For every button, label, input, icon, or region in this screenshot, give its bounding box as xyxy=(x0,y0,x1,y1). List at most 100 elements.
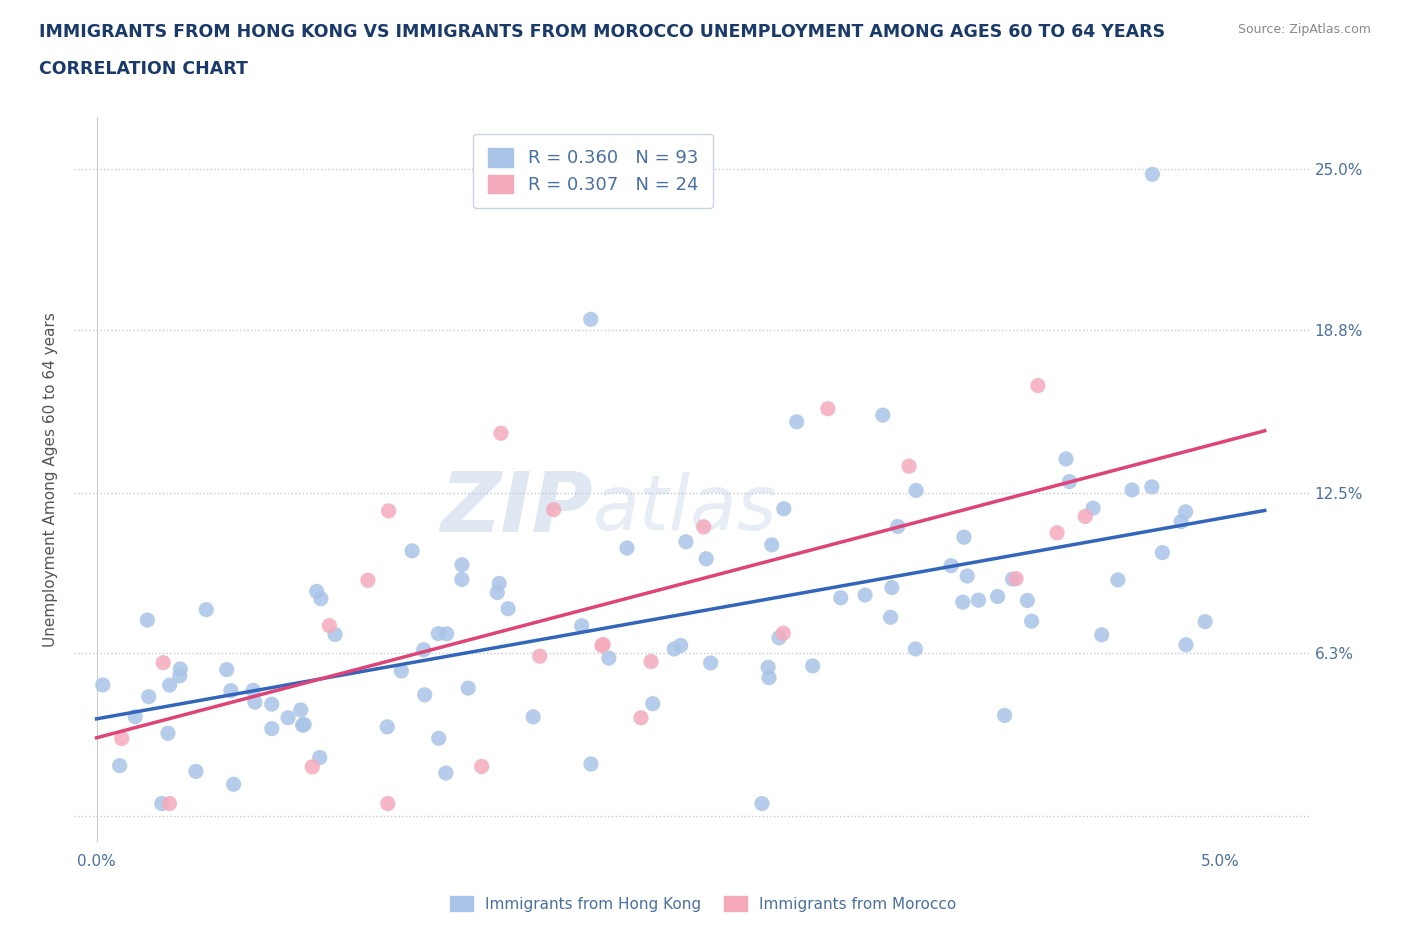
Point xyxy=(592,637,614,652)
Point xyxy=(830,591,852,605)
Point xyxy=(305,584,328,599)
Point xyxy=(630,711,652,725)
Text: CORRELATION CHART: CORRELATION CHART xyxy=(39,60,249,78)
Point xyxy=(412,643,434,658)
Point xyxy=(292,717,315,732)
Point xyxy=(427,626,450,641)
Point xyxy=(108,758,131,773)
Point xyxy=(91,677,114,692)
Point xyxy=(662,642,685,657)
Point xyxy=(451,557,474,572)
Point xyxy=(1091,628,1114,643)
Point xyxy=(772,626,794,641)
Point xyxy=(486,585,509,600)
Point xyxy=(389,664,412,679)
Point xyxy=(375,720,398,735)
Point xyxy=(1107,573,1129,588)
Point xyxy=(1059,474,1081,489)
Point xyxy=(1074,509,1097,524)
Point xyxy=(886,519,908,534)
Point xyxy=(1175,637,1198,652)
Point xyxy=(872,407,894,422)
Point xyxy=(1170,514,1192,529)
Point xyxy=(377,796,399,811)
Point xyxy=(880,580,903,595)
Point xyxy=(111,731,134,746)
Point xyxy=(323,627,346,642)
Point xyxy=(1005,571,1028,586)
Point xyxy=(801,658,824,673)
Point xyxy=(1152,545,1174,560)
Text: atlas: atlas xyxy=(593,472,778,546)
Point xyxy=(904,642,927,657)
Point xyxy=(357,573,380,588)
Point xyxy=(156,725,179,740)
Point xyxy=(450,572,472,587)
Point xyxy=(260,721,283,736)
Point xyxy=(571,618,593,633)
Legend: Immigrants from Hong Kong, Immigrants from Morocco: Immigrants from Hong Kong, Immigrants fr… xyxy=(444,889,962,918)
Point xyxy=(138,689,160,704)
Point xyxy=(260,697,283,711)
Point xyxy=(641,697,664,711)
Point xyxy=(1054,451,1077,466)
Point xyxy=(853,588,876,603)
Point xyxy=(243,695,266,710)
Point xyxy=(488,576,510,591)
Point xyxy=(169,661,191,676)
Point xyxy=(751,796,773,811)
Point xyxy=(124,710,146,724)
Point xyxy=(817,401,839,416)
Point xyxy=(768,631,790,645)
Point xyxy=(401,543,423,558)
Point xyxy=(939,558,962,573)
Text: IMMIGRANTS FROM HONG KONG VS IMMIGRANTS FROM MOROCCO UNEMPLOYMENT AMONG AGES 60 : IMMIGRANTS FROM HONG KONG VS IMMIGRANTS … xyxy=(39,23,1166,41)
Point xyxy=(309,591,332,606)
Point xyxy=(152,656,174,671)
Point xyxy=(522,710,544,724)
Point xyxy=(413,687,436,702)
Point xyxy=(1194,614,1216,629)
Point xyxy=(675,535,697,550)
Point xyxy=(150,796,173,811)
Point xyxy=(1017,593,1039,608)
Point xyxy=(308,750,330,764)
Point xyxy=(195,603,218,618)
Point xyxy=(1001,572,1024,587)
Point xyxy=(291,718,314,733)
Point xyxy=(692,519,714,534)
Point xyxy=(640,654,662,669)
Point xyxy=(699,656,721,671)
Point xyxy=(579,757,602,772)
Point xyxy=(184,764,207,778)
Point xyxy=(543,502,565,517)
Text: ZIP: ZIP xyxy=(440,469,593,550)
Text: Source: ZipAtlas.com: Source: ZipAtlas.com xyxy=(1237,23,1371,36)
Legend: R = 0.360   N = 93, R = 0.307   N = 24: R = 0.360 N = 93, R = 0.307 N = 24 xyxy=(474,134,713,208)
Point xyxy=(219,684,242,698)
Point xyxy=(1174,504,1197,519)
Point xyxy=(1026,379,1049,393)
Point xyxy=(1081,500,1104,515)
Point xyxy=(434,765,457,780)
Point xyxy=(1140,479,1163,494)
Point xyxy=(756,659,779,674)
Point xyxy=(1142,166,1164,181)
Point xyxy=(489,426,512,441)
Point xyxy=(987,589,1010,604)
Point xyxy=(953,530,976,545)
Point xyxy=(290,702,312,717)
Point xyxy=(669,638,692,653)
Point xyxy=(427,731,450,746)
Point xyxy=(136,613,159,628)
Point xyxy=(318,618,340,633)
Point xyxy=(277,711,299,725)
Y-axis label: Unemployment Among Ages 60 to 64 years: Unemployment Among Ages 60 to 64 years xyxy=(44,312,58,647)
Point xyxy=(758,671,780,685)
Point xyxy=(695,551,717,566)
Point xyxy=(1046,525,1069,540)
Point xyxy=(471,759,494,774)
Point xyxy=(772,501,794,516)
Point xyxy=(952,594,974,609)
Point xyxy=(598,651,620,666)
